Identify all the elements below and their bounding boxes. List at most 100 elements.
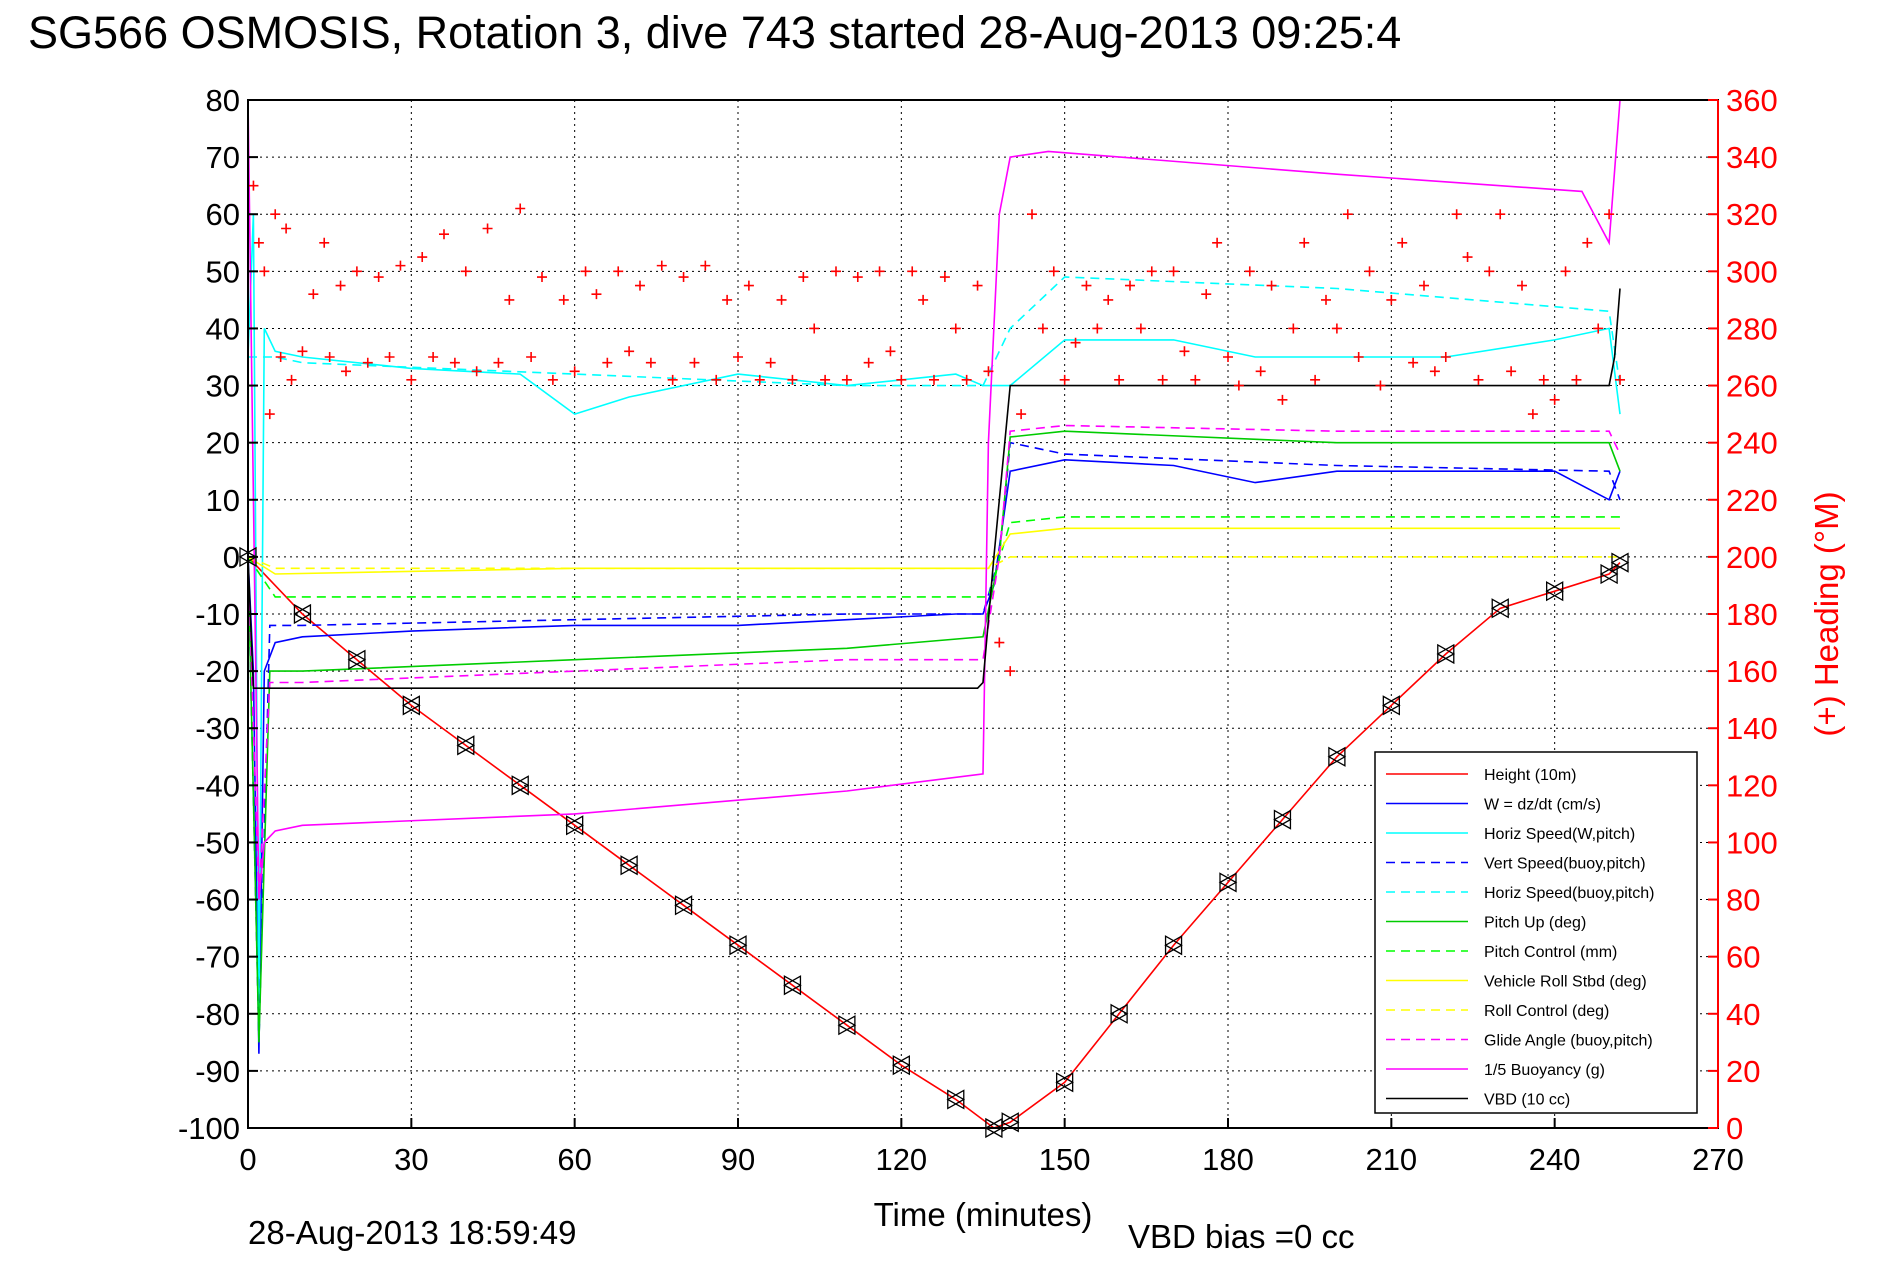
legend-box — [1374, 751, 1698, 1114]
heading-marker — [1016, 409, 1027, 420]
series-line — [247, 430, 1621, 1043]
height-marker — [1436, 643, 1456, 665]
heading-marker — [929, 374, 939, 385]
series-line — [247, 527, 1620, 575]
heading-marker — [1190, 374, 1201, 385]
heading-marker — [281, 223, 292, 234]
heading-marker — [907, 266, 918, 277]
heading-marker — [841, 374, 852, 385]
heading-marker — [1440, 352, 1451, 362]
heading-marker — [373, 272, 384, 283]
heading-marker — [335, 280, 346, 291]
heading-marker — [580, 266, 591, 277]
x-tick-label: 240 — [1529, 1142, 1581, 1177]
height-marker — [1327, 746, 1347, 767]
heading-marker — [820, 374, 831, 385]
heading-marker — [1353, 352, 1364, 362]
heading-marker — [635, 280, 645, 291]
heading-marker — [460, 266, 471, 277]
heading-marker — [1473, 374, 1484, 385]
heading-marker — [591, 289, 602, 300]
heading-marker — [547, 374, 558, 385]
legend-label: Roll Control (deg) — [1484, 1003, 1609, 1020]
y-right-tick-label: 280 — [1726, 311, 1778, 346]
heading-marker — [449, 357, 460, 368]
heading-marker — [1571, 374, 1582, 385]
height-marker — [565, 815, 584, 836]
y-tick-label: -80 — [195, 997, 240, 1032]
x-tick-label: 210 — [1365, 1142, 1417, 1177]
series-line — [248, 276, 1621, 387]
heading-marker — [286, 374, 297, 385]
heading-marker — [798, 272, 809, 283]
heading-marker — [1299, 237, 1310, 248]
heading-marker — [1059, 374, 1070, 385]
height-marker — [674, 895, 693, 916]
y-tick-label: -60 — [195, 883, 240, 918]
heading-marker — [297, 346, 308, 357]
heading-marker — [896, 374, 907, 385]
heading-marker — [558, 294, 569, 305]
y-tick-label: -100 — [178, 1111, 240, 1146]
heading-markers — [248, 180, 1625, 677]
heading-marker — [1419, 280, 1429, 291]
heading-marker — [1125, 280, 1135, 291]
heading-marker — [743, 280, 754, 291]
heading-marker — [1244, 266, 1255, 277]
heading-marker — [1005, 666, 1016, 677]
legend-label: Pitch Up (deg) — [1484, 915, 1586, 932]
heading-marker — [526, 352, 537, 362]
x-tick-label: 270 — [1692, 1142, 1744, 1177]
height-marker — [510, 775, 530, 796]
heading-marker — [602, 357, 613, 368]
y-tick-label: -30 — [195, 711, 240, 746]
y-right-tick-label: 200 — [1726, 540, 1778, 575]
heading-marker — [1506, 366, 1517, 377]
height-marker — [1545, 581, 1564, 602]
heading-marker — [253, 237, 264, 248]
series-line — [247, 556, 1620, 570]
heading-marker — [1310, 374, 1321, 385]
heading-marker — [1386, 294, 1397, 305]
y-right-tick-label: 60 — [1726, 940, 1760, 975]
heading-marker — [983, 366, 994, 377]
height-marker — [293, 603, 312, 625]
heading-marker — [1517, 280, 1527, 291]
heading-marker — [319, 237, 330, 248]
series-line — [247, 556, 1621, 1129]
heading-marker — [324, 352, 335, 362]
heading-marker — [950, 323, 961, 334]
heading-marker — [1331, 323, 1342, 334]
heading-marker — [1070, 337, 1081, 348]
heading-marker — [1027, 209, 1037, 220]
heading-marker — [264, 409, 275, 420]
legend-label: Height (10m) — [1484, 767, 1576, 784]
legend-label: 1/5 Buoyancy (g) — [1484, 1062, 1605, 1079]
y-tick-label: 0 — [223, 540, 240, 575]
y-tick-label: 60 — [206, 197, 240, 232]
x-axis-ticks: 0 30 60 90 120 150 180 210 240 270 — [239, 1118, 1744, 1177]
heading-marker — [613, 266, 624, 277]
heading-marker — [689, 357, 700, 368]
heading-marker — [1146, 266, 1157, 277]
heading-marker — [918, 294, 929, 305]
height-marker — [837, 1015, 857, 1036]
heading-marker — [537, 272, 547, 283]
height-marker — [1055, 1072, 1074, 1093]
height-marker — [1382, 695, 1401, 716]
heading-marker — [471, 366, 482, 377]
height-marker — [892, 1055, 911, 1076]
heading-marker — [711, 374, 722, 385]
heading-marker — [351, 266, 362, 277]
heading-marker — [831, 266, 841, 277]
heading-marker — [624, 346, 635, 357]
heading-marker — [569, 366, 580, 377]
heading-marker — [994, 637, 1005, 648]
height-marker — [1273, 809, 1292, 830]
heading-marker — [733, 352, 743, 362]
y-right-tick-label: 260 — [1726, 369, 1778, 404]
x-tick-label: 30 — [394, 1142, 428, 1177]
heading-marker — [1538, 374, 1549, 385]
y-tick-label: 80 — [206, 83, 240, 118]
